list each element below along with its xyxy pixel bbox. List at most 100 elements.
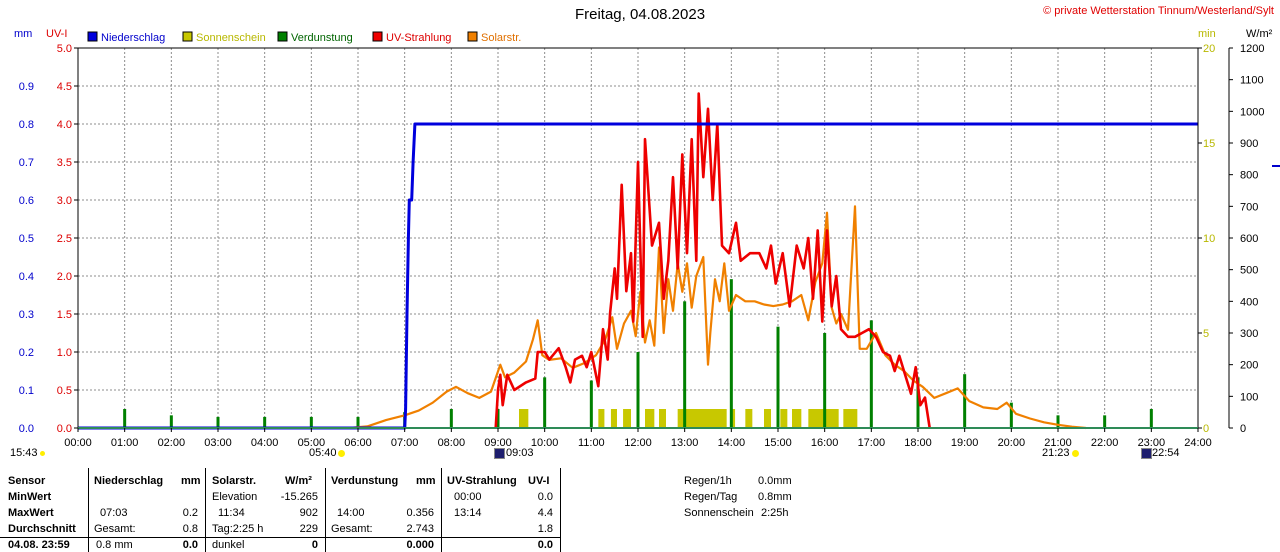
- x-tick-label: 15:00: [764, 437, 792, 449]
- axes: [74, 47, 1280, 432]
- min-tick-label: 10: [1203, 233, 1215, 245]
- legend-label: Sonnenschein: [196, 32, 266, 44]
- wm2-tick-label: 1100: [1240, 75, 1264, 87]
- evaporation-bar: [869, 320, 873, 428]
- uv-max: 4.4: [537, 507, 553, 519]
- wm2-tick-label: 800: [1240, 170, 1258, 182]
- legend-swatch: [87, 31, 98, 42]
- regen-1h-label: Regen/1h: [684, 475, 732, 487]
- x-tick-label: 11:00: [578, 437, 605, 449]
- wm2-tick-label: 1000: [1240, 106, 1264, 118]
- sunshine-bar: [843, 409, 858, 428]
- solar-tag: 229: [299, 523, 318, 535]
- min-tick-label: 15: [1203, 138, 1215, 150]
- uv-unit: UV-I: [528, 475, 550, 487]
- divider: [560, 468, 561, 552]
- verdunstung-unit: mm: [416, 475, 436, 487]
- niederschlag-max-time: 07:03: [100, 507, 128, 519]
- wm2-tick-label: 100: [1240, 391, 1258, 403]
- uvi-tick-label: 3.5: [57, 157, 72, 169]
- mm-tick-label: 0.2: [19, 347, 34, 359]
- elevation-label: Elevation: [212, 491, 258, 503]
- regen-1h: 0.0mm: [758, 475, 792, 487]
- niederschlag-foot-value: 0.0: [182, 539, 198, 551]
- verdunstung-max: 0.356: [406, 507, 434, 519]
- mm-tick-label: 0.1: [19, 385, 34, 397]
- moonrise-label: 09:03: [506, 447, 534, 459]
- sunshine-bar: [519, 409, 529, 428]
- wm2-tick-label: 300: [1240, 328, 1258, 340]
- uvi-tick-label: 2.0: [57, 271, 72, 283]
- uvi-axis-unit: UV-I: [46, 28, 67, 40]
- verdunstung-foot-value: 0.000: [406, 539, 434, 551]
- wm2-tick-label: 600: [1240, 233, 1258, 245]
- maxwert-label: MaxWert: [8, 507, 54, 519]
- evaporation-bar: [823, 333, 827, 428]
- table-date: 04.08. 23:59: [8, 539, 70, 551]
- niederschlag-foot: 0.8 mm: [96, 539, 133, 551]
- x-tick-label: 16:00: [811, 437, 839, 449]
- legend-swatch: [182, 31, 193, 42]
- series-line-uv-strahlung: [494, 92, 931, 429]
- mm-tick-label: 0.7: [19, 157, 34, 169]
- x-tick-label: 23:00: [1138, 437, 1166, 449]
- solar-unit: W/m²: [285, 475, 312, 487]
- sonnenschein-label: Sonnenschein: [684, 507, 754, 519]
- sonnenschein-value: 2:25h: [761, 507, 789, 519]
- evaporation-bar: [776, 326, 780, 428]
- x-tick-label: 00:00: [64, 437, 92, 449]
- x-tick-label: 19:00: [951, 437, 979, 449]
- sunshine-bar: [610, 409, 617, 428]
- legend-label: Solarstr.: [481, 32, 521, 44]
- x-tick-label: 02:00: [158, 437, 186, 449]
- evaporation-bar: [356, 416, 360, 428]
- divider: [325, 468, 326, 552]
- evaporation-bar: [963, 374, 967, 428]
- min-tick-label: 0: [1203, 423, 1209, 435]
- x-tick-label: 09:00: [484, 437, 512, 449]
- x-tick-label: 03:00: [204, 437, 232, 449]
- legend-label: Niederschlag: [101, 32, 165, 44]
- sunrise-label: 05:40: [309, 447, 337, 459]
- chart-title: Freitag, 04.08.2023: [574, 6, 706, 23]
- sunrise-icon: [338, 450, 345, 457]
- divider: [0, 537, 560, 538]
- sunset-label: 21:23: [1042, 447, 1070, 459]
- x-tick-label: 10:00: [531, 437, 559, 449]
- solar-header: Solarstr.: [212, 475, 257, 487]
- sunshine-bar: [764, 409, 771, 428]
- solar-max: 902: [299, 507, 318, 519]
- sunshine-bars: [519, 409, 858, 428]
- wm2-tick-label: 400: [1240, 296, 1258, 308]
- mm-tick-label: 0.0: [19, 423, 34, 435]
- wm2-tick-label: 700: [1240, 201, 1258, 213]
- series-line-solarstr-: [348, 205, 1087, 430]
- wm2-axis-unit: W/m²: [1246, 28, 1273, 40]
- evaporation-bar: [449, 409, 453, 428]
- wm2-tick-label: 900: [1240, 138, 1258, 150]
- x-tick-label: 07:00: [391, 437, 419, 449]
- evaporation-bar: [729, 279, 733, 428]
- evaporation-bar: [683, 301, 687, 428]
- evaporation-bar: [123, 409, 127, 428]
- evaporation-bar: [1103, 415, 1107, 428]
- evaporation-bar: [309, 416, 313, 428]
- solar-foot: dunkel: [212, 539, 245, 551]
- series-lines: [78, 92, 1198, 430]
- wm2-tick-label: 200: [1240, 360, 1258, 372]
- durchschnitt-label: Durchschnitt: [8, 523, 76, 535]
- minwert-label: MinWert: [8, 491, 52, 503]
- tick-labels: 00:00 01:00 02:00 03:00 04:00 05:00 06:00 07:00…: [14, 28, 1273, 449]
- evaporation-bars: [123, 279, 1153, 428]
- verdunstung-total: 2.743: [406, 523, 434, 535]
- uv-header: UV-Strahlung: [447, 475, 517, 487]
- mm-tick-label: 0.5: [19, 233, 34, 245]
- evaporation-bar: [1056, 415, 1060, 428]
- x-tick-label: 01:00: [111, 437, 139, 449]
- sensor-header: Sensor: [8, 475, 46, 487]
- uvi-tick-label: 4.0: [57, 119, 72, 131]
- wm2-tick-label: 500: [1240, 265, 1258, 277]
- verdunstung-total-label: Gesamt:: [331, 523, 373, 535]
- legend-label: UV-Strahlung: [386, 32, 451, 44]
- prev-time-label: 15:43: [10, 447, 38, 459]
